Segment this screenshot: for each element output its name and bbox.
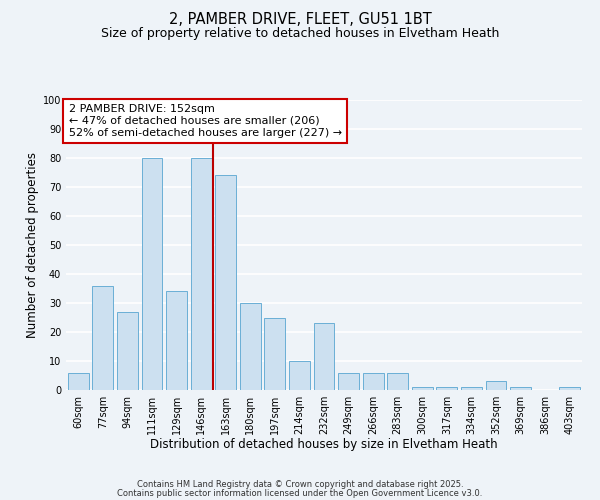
Bar (387, 372, 408, 390)
Bar (485, 382, 506, 390)
Bar (412, 387, 433, 390)
Text: 2 PAMBER DRIVE: 152sqm
← 47% of detached houses are smaller (206)
52% of semi-de: 2 PAMBER DRIVE: 152sqm ← 47% of detached… (68, 104, 342, 138)
Y-axis label: Number of detached properties: Number of detached properties (26, 152, 38, 338)
Bar (362, 372, 383, 390)
Bar (92, 286, 113, 390)
Bar (265, 318, 286, 390)
Bar (510, 387, 531, 390)
Bar (68, 372, 89, 390)
Bar (289, 361, 310, 390)
Bar (436, 387, 457, 390)
Text: Contains public sector information licensed under the Open Government Licence v3: Contains public sector information licen… (118, 488, 482, 498)
Bar (142, 158, 163, 390)
Bar (215, 176, 236, 390)
Bar (191, 158, 212, 390)
Bar (338, 372, 359, 390)
Bar (166, 292, 187, 390)
Bar (117, 312, 138, 390)
Text: Contains HM Land Registry data © Crown copyright and database right 2025.: Contains HM Land Registry data © Crown c… (137, 480, 463, 489)
Text: Size of property relative to detached houses in Elvetham Heath: Size of property relative to detached ho… (101, 28, 499, 40)
Bar (240, 303, 261, 390)
X-axis label: Distribution of detached houses by size in Elvetham Heath: Distribution of detached houses by size … (150, 438, 498, 452)
Bar (314, 324, 334, 390)
Bar (559, 387, 580, 390)
Text: 2, PAMBER DRIVE, FLEET, GU51 1BT: 2, PAMBER DRIVE, FLEET, GU51 1BT (169, 12, 431, 28)
Bar (461, 387, 482, 390)
